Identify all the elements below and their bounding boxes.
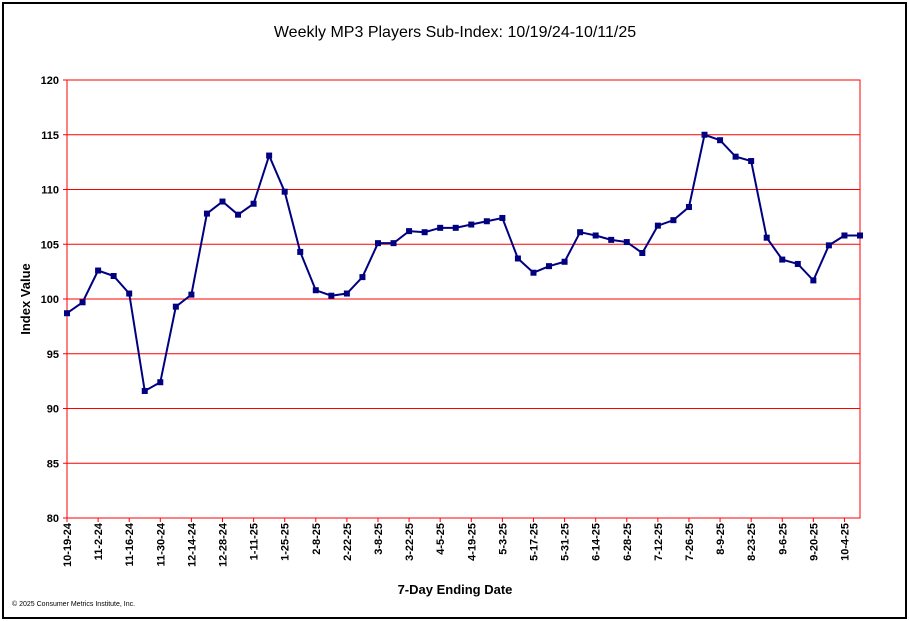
x-tick-label: 5-17-25: [528, 523, 540, 561]
x-tick-label: 4-5-25: [435, 523, 447, 555]
data-point: [483, 218, 490, 225]
data-point: [717, 137, 724, 144]
data-point: [841, 232, 848, 239]
data-point: [748, 158, 755, 165]
y-tick-label: 80: [47, 513, 59, 525]
data-point: [437, 224, 444, 231]
data-point: [452, 224, 459, 231]
copyright-text: © 2025 Consumer Metrics Institute, Inc.: [12, 600, 135, 608]
data-point: [157, 379, 164, 386]
data-point: [126, 290, 133, 297]
data-point: [281, 188, 288, 195]
x-tick-label: 5-3-25: [497, 523, 509, 555]
data-point: [64, 310, 70, 317]
x-tick-label: 2-8-25: [311, 523, 323, 555]
x-tick-label: 10-19-24: [62, 522, 74, 567]
x-axis-label: 7-Day Ending Date: [398, 582, 513, 597]
data-point: [390, 240, 397, 247]
data-point: [810, 277, 817, 284]
x-tick-label: 12-14-24: [186, 522, 198, 567]
data-point: [561, 258, 568, 265]
data-point: [95, 267, 102, 274]
data-point: [110, 273, 117, 280]
chart-title: Weekly MP3 Players Sub-Index: 10/19/24-1…: [274, 24, 636, 41]
x-tick-label: 7-26-25: [684, 523, 696, 561]
y-tick-label: 95: [47, 349, 59, 361]
data-point: [857, 232, 863, 239]
x-tick-label: 11-16-24: [124, 522, 136, 566]
y-tick-label: 100: [41, 294, 59, 306]
data-point: [592, 232, 599, 239]
x-tick-label: 11-2-24: [93, 522, 105, 560]
data-point: [235, 211, 242, 218]
y-tick-label: 110: [41, 185, 59, 197]
data-point: [312, 287, 319, 294]
x-tick-label: 1-25-25: [280, 523, 292, 561]
x-tick-label: 11-30-24: [155, 522, 167, 566]
data-point: [530, 269, 537, 276]
data-point: [328, 292, 335, 299]
x-tick-label: 6-14-25: [591, 523, 603, 561]
data-point: [406, 228, 413, 235]
data-point: [79, 299, 86, 306]
data-point: [250, 200, 257, 207]
data-point: [732, 153, 739, 160]
data-point: [374, 240, 381, 247]
data-point: [577, 229, 584, 236]
x-tick-label: 1-11-25: [249, 523, 261, 560]
data-point: [779, 256, 786, 263]
x-tick-label: 3-22-25: [404, 523, 416, 561]
x-tick-label: 9-20-25: [808, 523, 820, 561]
x-tick-label: 12-28-24: [217, 522, 229, 567]
data-point: [701, 131, 708, 138]
y-tick-label: 120: [41, 75, 59, 87]
data-point: [685, 204, 692, 211]
x-tick-label: 3-8-25: [373, 523, 385, 555]
y-tick-label: 115: [41, 130, 59, 142]
data-point: [172, 303, 179, 310]
data-point: [608, 236, 615, 243]
data-point: [297, 248, 304, 255]
data-point: [141, 387, 148, 394]
x-tick-label: 4-19-25: [466, 523, 478, 561]
data-point: [499, 214, 506, 221]
data-point: [654, 222, 661, 229]
y-tick-label: 105: [41, 239, 59, 251]
data-point: [639, 250, 646, 257]
data-point: [203, 210, 210, 217]
x-tick-label: 5-31-25: [560, 523, 572, 561]
x-tick-label: 7-12-25: [653, 523, 665, 561]
data-point: [359, 274, 366, 281]
data-point: [219, 198, 226, 205]
data-point: [468, 221, 475, 228]
y-axis-label: Index Value: [18, 263, 33, 335]
x-tick-label: 10-4-25: [839, 523, 851, 561]
x-tick-label: 8-9-25: [715, 523, 727, 555]
data-point: [421, 229, 428, 236]
data-point: [825, 242, 832, 249]
y-tick-label: 85: [47, 458, 59, 470]
data-point: [670, 217, 677, 224]
data-point: [266, 152, 273, 159]
data-point: [623, 239, 630, 246]
data-point: [514, 255, 521, 262]
series-line: [66, 133, 860, 393]
data-point: [794, 260, 801, 267]
data-point: [343, 290, 350, 297]
data-point: [188, 291, 195, 298]
data-point: [763, 234, 770, 241]
x-tick-label: 2-22-25: [342, 523, 354, 561]
y-tick-label: 90: [47, 404, 59, 416]
x-tick-label: 8-23-25: [746, 523, 758, 561]
data-point: [546, 263, 553, 270]
x-tick-label: 9-6-25: [777, 523, 789, 555]
x-tick-label: 6-28-25: [622, 523, 634, 561]
